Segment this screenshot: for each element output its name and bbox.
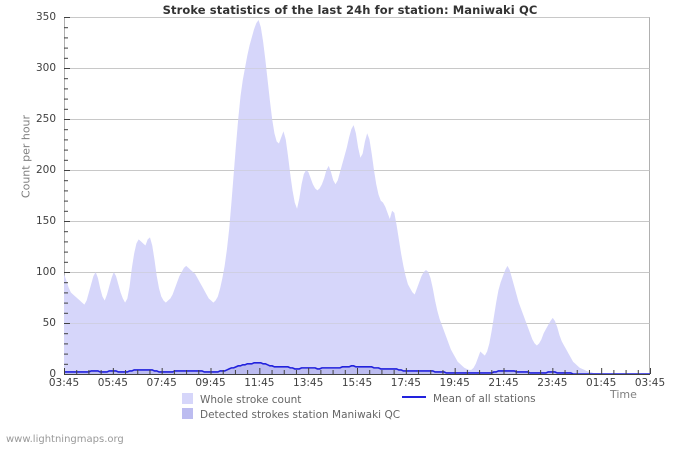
- y-tick-label: 250: [35, 113, 56, 125]
- source-attribution: www.lightningmaps.org: [6, 434, 124, 445]
- x-tick-label: 11:45: [244, 377, 275, 389]
- y-tick-label: 0: [49, 368, 56, 380]
- legend-label-mean: Mean of all stations: [433, 393, 536, 405]
- chart-legend: Whole stroke count Detected strokes stat…: [0, 392, 700, 422]
- legend-label-whole: Whole stroke count: [200, 394, 302, 406]
- y-tick-label: 350: [35, 11, 56, 23]
- x-tick-label: 03:45: [48, 377, 80, 389]
- legend-swatch-whole: [182, 393, 193, 404]
- y-tick-label: 50: [42, 317, 56, 329]
- x-tick-label: 07:45: [146, 377, 177, 389]
- x-tick-label: 19:45: [439, 377, 470, 389]
- x-tick-label: 03:45: [634, 377, 666, 389]
- y-tick-label: 200: [35, 164, 56, 176]
- legend-swatch-detected: [182, 408, 193, 419]
- x-tick-label: 21:45: [488, 377, 519, 389]
- x-tick-label: 13:45: [293, 377, 324, 389]
- page-title: Stroke statistics of the last 24h for st…: [162, 3, 538, 17]
- x-tick-label: 01:45: [586, 377, 617, 389]
- legend-item-detected: Detected strokes station Maniwaki QC: [182, 408, 400, 421]
- x-axis-label: Time: [610, 388, 637, 401]
- legend-item-whole: Whole stroke count: [182, 393, 301, 406]
- y-tick-label: 150: [35, 215, 56, 227]
- legend-label-detected: Detected strokes station Maniwaki QC: [200, 409, 401, 421]
- y-tick-label: 100: [35, 266, 56, 278]
- x-tick-label: 17:45: [390, 377, 421, 389]
- area-whole-stroke-count: [64, 20, 650, 375]
- legend-line-mean: [402, 396, 426, 398]
- legend-item-mean: Mean of all stations: [402, 393, 536, 405]
- x-tick-label: 15:45: [341, 377, 373, 389]
- x-tick-label: 05:45: [97, 377, 128, 389]
- x-tick-label: 09:45: [195, 377, 226, 389]
- x-tick-label: 23:45: [537, 377, 568, 389]
- y-tick-label: 300: [35, 62, 56, 74]
